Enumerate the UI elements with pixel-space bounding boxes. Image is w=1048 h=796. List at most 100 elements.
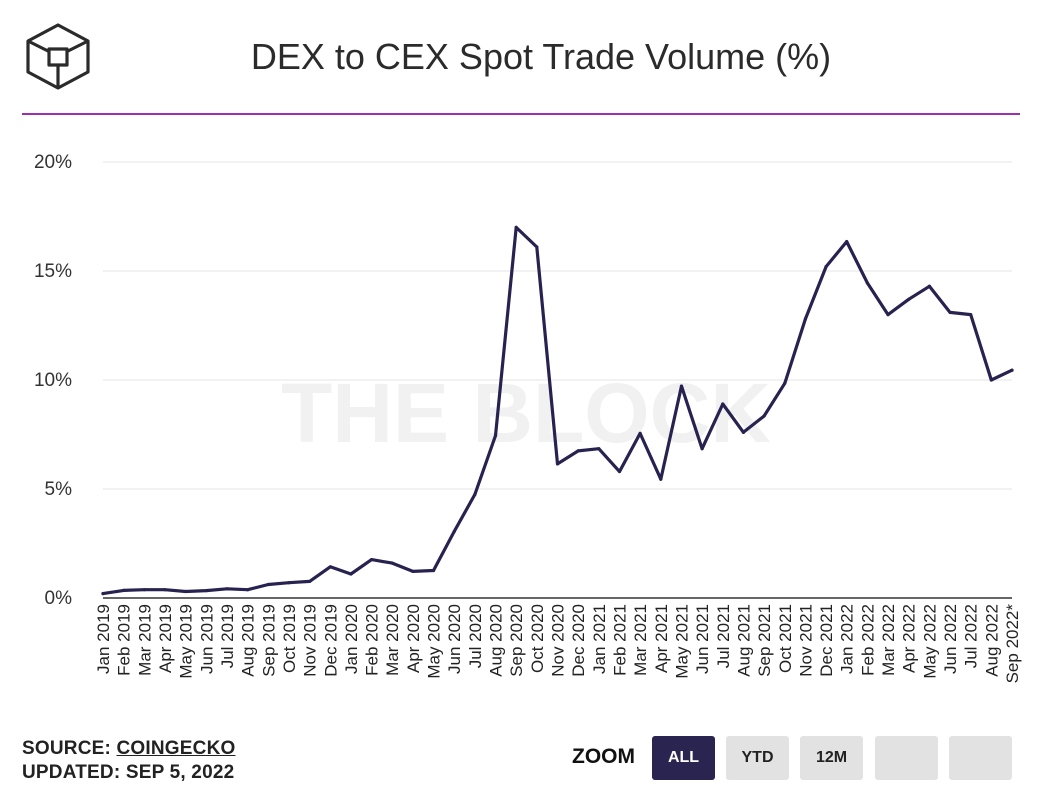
x-tick-label: Jul 2020 (466, 604, 485, 668)
x-tick-label: Aug 2021 (734, 604, 753, 677)
data-point (576, 449, 580, 453)
x-tick-label: Dec 2019 (321, 604, 340, 677)
zoom-extra-button-2[interactable] (949, 736, 1012, 780)
data-point (246, 588, 250, 592)
x-tick-label: Sep 2019 (259, 604, 278, 677)
x-tick-label: Feb 2020 (363, 604, 382, 676)
x-axis-labels: Jan 2019 Feb 2019 Mar 2019 Apr 2019 May 2019… (94, 604, 1022, 684)
x-tick-label: Sep 2022* (1003, 604, 1022, 684)
x-tick-label: Jul 2022 (962, 604, 981, 668)
zoom-extra-button-1[interactable] (875, 736, 938, 780)
data-point (700, 447, 704, 451)
data-point (204, 588, 208, 593)
data-point (845, 239, 849, 244)
x-tick-label: Jan 2021 (590, 604, 609, 674)
x-tick-label: Jun 2020 (445, 604, 464, 674)
y-tick-label: 5% (45, 479, 73, 500)
x-tick-label: Aug 2019 (239, 604, 258, 677)
data-point (824, 265, 828, 269)
x-tick-label: Aug 2022 (982, 604, 1001, 677)
x-tick-label: Apr 2022 (900, 604, 919, 673)
x-tick-label: Nov 2021 (796, 604, 815, 677)
x-tick-label: Nov 2020 (549, 604, 568, 677)
data-point (927, 284, 931, 288)
data-point (225, 587, 229, 591)
x-tick-label: Mar 2021 (631, 604, 650, 676)
data-point (638, 431, 642, 436)
data-point (886, 313, 890, 317)
data-point (101, 592, 105, 596)
data-point (142, 588, 146, 592)
y-tick-label: 15% (34, 261, 72, 282)
x-tick-label: Jun 2022 (941, 604, 960, 674)
y-tick-label: 0% (45, 588, 73, 609)
x-tick-label: Jun 2019 (197, 604, 216, 674)
page-title: DEX to CEX Spot Trade Volume (%) (250, 36, 832, 77)
data-point (328, 565, 332, 569)
data-point (369, 558, 374, 562)
data-point (535, 245, 539, 249)
data-point (989, 378, 993, 382)
data-point (163, 588, 167, 592)
x-tick-label: Mar 2020 (383, 604, 402, 676)
x-tick-label: Apr 2019 (156, 604, 175, 673)
source-credit: SOURCE: COINGECKO UPDATED: SEP 5, 2022 (22, 737, 235, 785)
data-point (122, 588, 126, 592)
x-tick-label: Sep 2021 (755, 604, 774, 677)
x-tick-label: Sep 2020 (507, 604, 526, 677)
x-tick-label: Jun 2021 (693, 604, 712, 674)
data-point (287, 581, 291, 585)
x-tick-label: Jul 2019 (218, 604, 237, 668)
data-point (803, 317, 808, 321)
zoom-all-button[interactable]: ALL (652, 736, 715, 780)
data-point (431, 568, 436, 573)
data-point (721, 402, 725, 406)
data-point (493, 433, 498, 438)
data-point (948, 310, 952, 315)
data-point (514, 225, 518, 229)
data-point (659, 477, 663, 481)
x-tick-label: Jan 2022 (838, 604, 857, 674)
x-tick-label: May 2021 (672, 604, 691, 679)
data-point (597, 447, 601, 451)
x-tick-label: Dec 2021 (817, 604, 836, 677)
data-point (307, 579, 312, 584)
data-point (1010, 368, 1014, 372)
zoom-ytd-button[interactable]: YTD (726, 736, 789, 780)
data-point (865, 281, 869, 285)
data-point (184, 589, 188, 594)
x-tick-label: Mar 2019 (135, 604, 154, 676)
x-tick-label: May 2019 (177, 604, 196, 679)
x-tick-label: Jan 2019 (94, 604, 113, 674)
y-tick-label: 10% (34, 370, 72, 391)
x-tick-label: Aug 2020 (487, 604, 506, 677)
x-tick-label: Oct 2020 (528, 604, 547, 673)
x-tick-label: Jan 2020 (342, 604, 361, 674)
data-point (473, 492, 477, 497)
zoom-12m-button[interactable]: 12M (800, 736, 863, 780)
source-label: SOURCE: (22, 738, 112, 759)
updated-date: UPDATED: SEP 5, 2022 (22, 762, 235, 783)
x-tick-label: May 2022 (920, 604, 939, 679)
data-point (349, 572, 353, 576)
x-tick-label: Feb 2019 (115, 604, 134, 676)
y-tick-label: 20% (34, 152, 72, 173)
x-tick-label: Oct 2021 (776, 604, 795, 673)
data-point (390, 561, 394, 565)
source-link[interactable]: COINGECKO (116, 738, 236, 759)
grid-lines (103, 161, 1012, 599)
x-tick-label: Feb 2021 (610, 604, 629, 676)
x-tick-label: Apr 2020 (404, 604, 423, 673)
x-tick-label: Nov 2019 (301, 604, 320, 677)
x-tick-label: Mar 2022 (879, 604, 898, 676)
data-point (452, 529, 456, 534)
data-point (266, 582, 270, 587)
data-point (969, 313, 973, 317)
x-tick-label: Jul 2021 (714, 604, 733, 668)
data-point (741, 430, 746, 434)
data-point (907, 297, 911, 301)
data-point (783, 381, 787, 385)
x-tick-label: Feb 2022 (858, 604, 877, 676)
zoom-label: ZOOM (572, 745, 635, 768)
data-point (679, 384, 684, 388)
